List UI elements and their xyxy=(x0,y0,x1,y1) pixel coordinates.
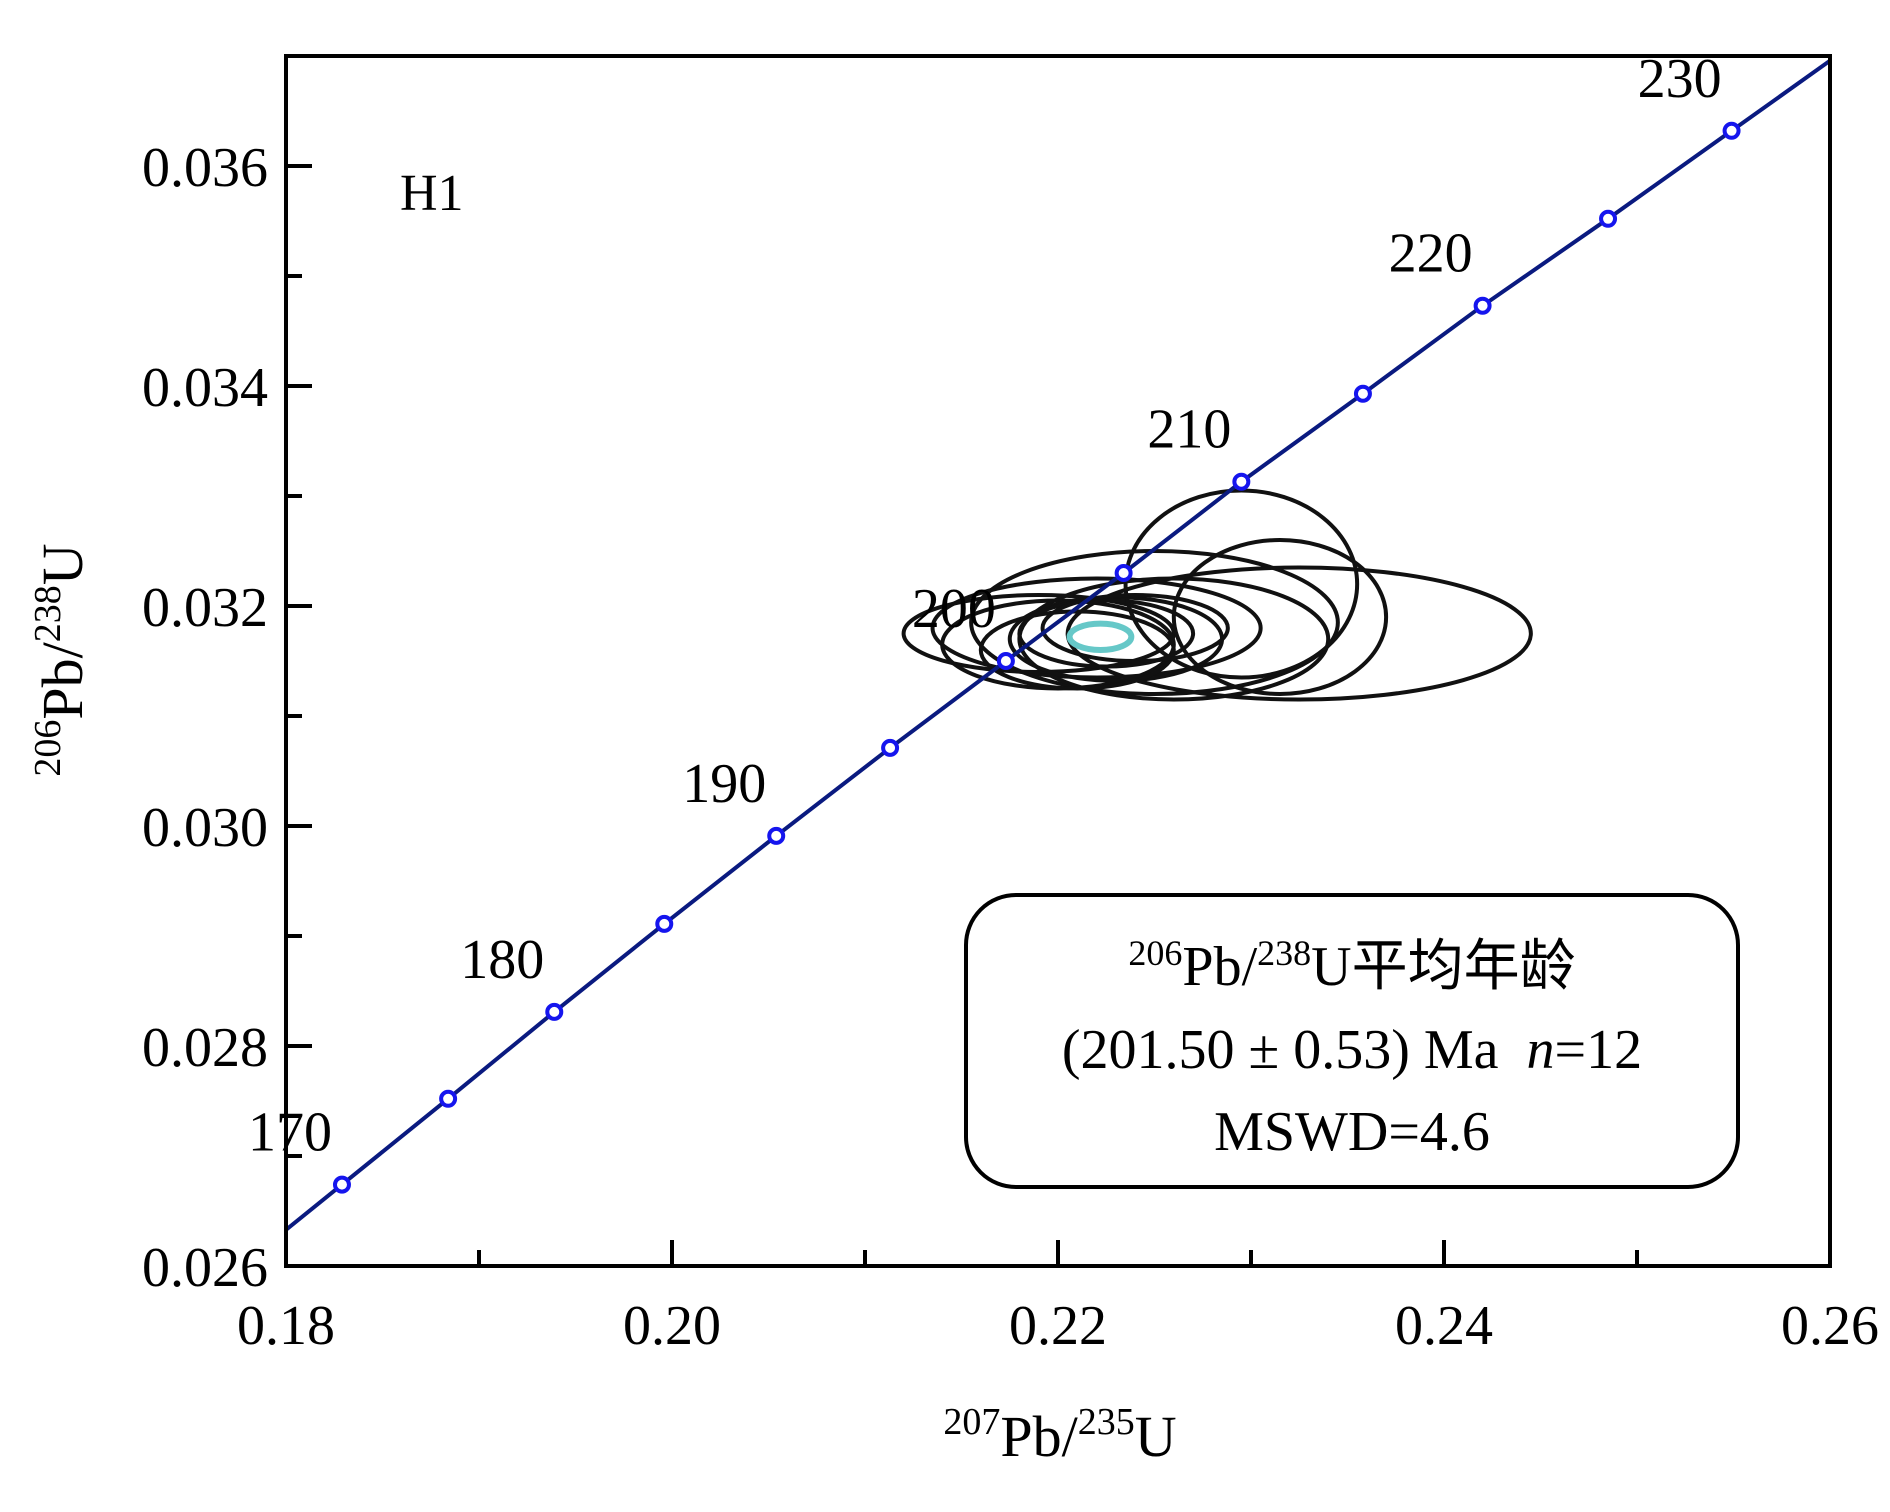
age-annotation-box: 206Pb/238U平均年龄 (201.50 ± 0.53) Ma n=12 M… xyxy=(964,893,1740,1189)
error-ellipse xyxy=(978,609,1176,691)
y-label-element-2: U xyxy=(30,543,95,585)
x-tick-label: 0.20 xyxy=(623,1295,721,1357)
y-tick-label: 0.036 xyxy=(142,137,268,199)
y-tick-labels: 0.026 0.028 0.030 0.032 0.034 0.036 xyxy=(142,137,268,1299)
y-label-element-1: Pb/ xyxy=(30,641,95,719)
age-marker xyxy=(881,738,900,757)
age-label: 180 xyxy=(460,929,544,991)
annotation-frame xyxy=(964,893,1740,1189)
annotation-n-count: =12 xyxy=(1555,1019,1643,1081)
annotation-line-1: 206Pb/238U平均年龄 xyxy=(1128,933,1575,998)
y-label-mass-2: 238 xyxy=(27,585,69,642)
axis-ticks xyxy=(284,54,1832,1268)
mean-age-ellipse-group xyxy=(1066,620,1135,653)
age-marker xyxy=(332,1175,351,1194)
age-marker xyxy=(439,1089,458,1108)
age-marker xyxy=(996,652,1015,670)
age-label: 200 xyxy=(912,578,996,640)
age-label: 210 xyxy=(1147,399,1231,461)
x-tick-label: 0.18 xyxy=(237,1295,335,1357)
annotation-mswd: MSWD=4.6 xyxy=(1214,1101,1490,1163)
sample-label: H1 xyxy=(400,165,464,222)
y-label-mass-1: 206 xyxy=(27,720,69,777)
x-tick-label: 0.22 xyxy=(1009,1295,1107,1357)
annotation-element-2: U平均年龄 xyxy=(1311,936,1575,998)
age-marker xyxy=(1114,564,1133,582)
x-tick-label: 0.24 xyxy=(1395,1295,1493,1357)
age-marker xyxy=(767,826,786,845)
age-marker xyxy=(545,1002,564,1021)
age-marker xyxy=(1722,121,1741,140)
mean-ellipse xyxy=(1066,620,1135,653)
age-marker xyxy=(1599,209,1618,228)
y-axis-label: 206Pb/238U xyxy=(27,543,95,776)
age-marker xyxy=(1473,296,1492,315)
x-label-element-1: Pb/ xyxy=(1000,1404,1078,1469)
age-label: 170 xyxy=(248,1102,332,1164)
y-tick-label: 0.030 xyxy=(142,797,268,859)
annotation-n-symbol: n xyxy=(1527,1019,1555,1081)
age-label: 190 xyxy=(682,753,766,815)
y-tick-label: 0.026 xyxy=(142,1237,268,1299)
error-ellipse xyxy=(1017,598,1196,669)
age-marker xyxy=(655,914,674,933)
plot-area xyxy=(286,58,1830,1233)
error-ellipse xyxy=(1171,538,1389,696)
x-label-element-2: U xyxy=(1135,1404,1177,1469)
annotation-mass-2: 238 xyxy=(1257,933,1311,973)
x-tick-labels: 0.18 0.20 0.22 0.24 0.26 xyxy=(237,1295,1879,1357)
x-label-mass-2: 235 xyxy=(1078,1401,1135,1443)
age-label: 230 xyxy=(1638,48,1722,110)
y-tick-label: 0.032 xyxy=(142,577,268,639)
concordia-age-labels: 170 180 190 200 210 220 230 xyxy=(248,48,1722,1164)
age-label: 220 xyxy=(1389,223,1473,285)
error-ellipse xyxy=(1040,593,1230,663)
error-ellipse xyxy=(930,576,1263,680)
age-marker xyxy=(1353,384,1372,403)
annotation-line-2: (201.50 ± 0.53) Ma n=12 xyxy=(1062,1019,1642,1081)
x-axis-label: 207Pb/235U xyxy=(943,1401,1176,1469)
y-tick-label: 0.034 xyxy=(142,357,268,419)
age-marker xyxy=(1232,472,1251,491)
error-ellipse xyxy=(901,593,1176,674)
annotation-mass-1: 206 xyxy=(1128,933,1182,973)
y-tick-label: 0.028 xyxy=(142,1017,268,1079)
annotation-age: (201.50 ± 0.53) Ma xyxy=(1062,1019,1527,1081)
concordia-markers xyxy=(332,121,1741,1194)
annotation-element-1: Pb/ xyxy=(1182,936,1257,998)
x-label-mass-1: 207 xyxy=(943,1401,1000,1443)
x-tick-label: 0.26 xyxy=(1781,1295,1879,1357)
